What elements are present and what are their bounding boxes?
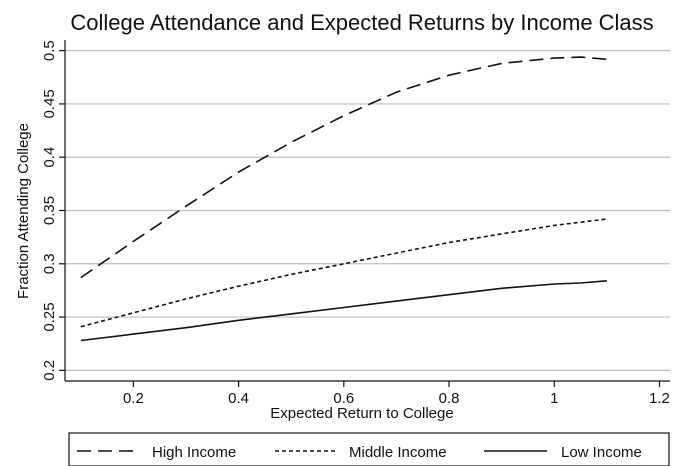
y-tick-label: 0.25 — [41, 302, 58, 331]
x-tick-label: 1.2 — [649, 390, 670, 407]
x-tick-label: 0.8 — [439, 390, 460, 407]
y-tick-label: 0.5 — [41, 40, 58, 61]
chart-title: College Attendance and Expected Returns … — [70, 10, 653, 35]
legend-box — [68, 432, 670, 466]
y-tick-label: 0.35 — [41, 196, 58, 225]
x-tick-label: 0.2 — [123, 390, 144, 407]
y-tick-label: 0.3 — [41, 253, 58, 274]
y-tick-label: 0.2 — [41, 360, 58, 381]
grid-lines — [65, 50, 670, 371]
legend-label: High Income — [152, 444, 236, 461]
y-tick-label: 0.4 — [41, 147, 58, 168]
legend: High Income Middle Income Low Income — [68, 432, 670, 466]
axes: 0.2 0.25 0.3 0.35 0.4 0.45 0.5 0.2 0.4 0.6 0.8 1 1.2 — [41, 40, 670, 407]
legend-label: Middle Income — [349, 444, 447, 461]
series-lines — [80, 56, 607, 342]
series-line-high-income — [80, 56, 607, 279]
x-tick-label: 0.4 — [228, 390, 249, 407]
x-tick-label: 1 — [550, 390, 558, 407]
legend-label: Low Income — [561, 444, 642, 461]
y-tick-label: 0.45 — [41, 89, 58, 118]
series-line-low-income — [80, 280, 607, 342]
series-line-middle-income — [80, 218, 607, 328]
y-axis-label: Fraction Attending College — [15, 123, 32, 299]
x-tick-label: 0.6 — [333, 390, 354, 407]
x-axis-label: Expected Return to College — [270, 405, 453, 422]
